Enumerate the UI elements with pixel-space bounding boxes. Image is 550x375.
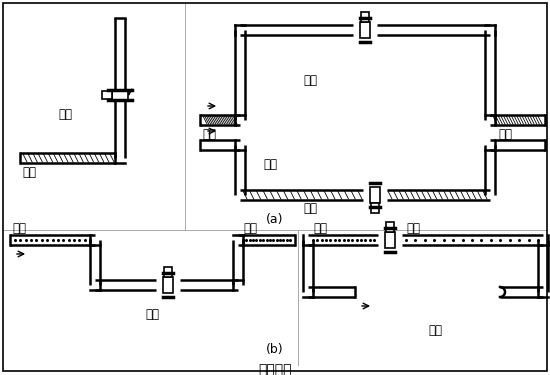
Bar [385,232,395,248]
Text: 正确: 正确 [303,74,317,87]
Text: 正确: 正确 [58,108,72,122]
Bar [370,187,380,203]
Text: 错误: 错误 [263,159,277,171]
Bar [360,22,370,38]
Bar [361,12,369,22]
Text: 气泡: 气泡 [243,222,257,234]
Text: 正确: 正确 [145,309,159,321]
Bar [112,90,128,100]
Text: (b): (b) [266,344,284,357]
Text: 液体: 液体 [22,165,36,178]
Text: 错误: 错误 [428,324,442,336]
Text: 液体: 液体 [202,129,216,141]
Text: (a): (a) [266,213,284,226]
Bar [164,267,172,277]
Bar [102,91,112,99]
Text: 图（四）: 图（四） [258,363,292,375]
Bar [371,203,379,213]
Bar [163,277,173,293]
Text: 气泡: 气泡 [313,222,327,234]
Text: 气泡: 气泡 [406,222,420,234]
Text: 气泡: 气泡 [12,222,26,234]
Bar [386,222,394,232]
Text: 液体: 液体 [498,129,512,141]
Text: 液体: 液体 [303,201,317,214]
